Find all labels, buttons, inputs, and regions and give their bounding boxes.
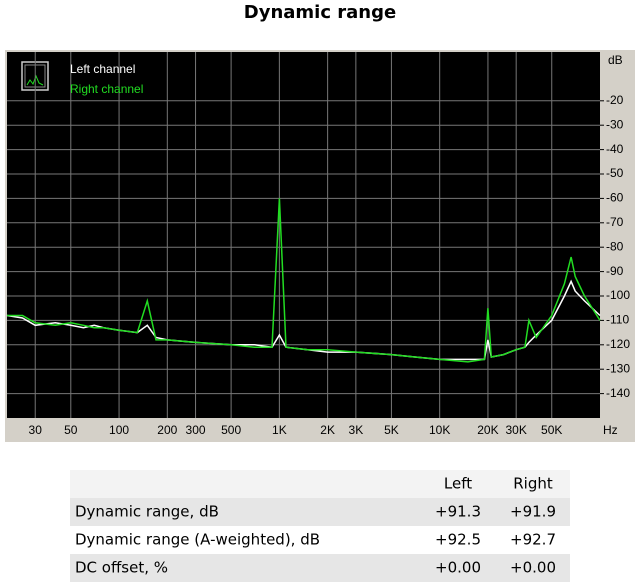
table-row — [70, 554, 570, 582]
table-row-label: Dynamic range (A-weighted), dB — [75, 531, 320, 549]
table-cell: +91.3 — [435, 503, 481, 521]
x-tick-label: 50K — [541, 423, 562, 437]
table-header-row — [70, 470, 570, 498]
table-row — [70, 526, 570, 554]
x-tick-label: 200 — [157, 423, 177, 437]
table-row-label: DC offset, % — [75, 559, 168, 577]
table-cell: +91.9 — [510, 503, 556, 521]
series-line — [6, 279, 601, 361]
y-tick-label: -130 — [606, 361, 630, 375]
y-tick-label: -60 — [606, 191, 624, 205]
x-tick-label: 5K — [384, 423, 399, 437]
plot-area — [7, 52, 600, 418]
y-tick-label: -30 — [606, 117, 624, 131]
series-line — [7, 198, 601, 363]
y-tick-label: -140 — [606, 386, 630, 400]
x-tick-label: 30K — [505, 423, 526, 437]
table-row — [70, 498, 570, 526]
x-tick-label: 50 — [64, 423, 78, 437]
x-unit: Hz — [603, 423, 618, 437]
y-tick-label: -50 — [606, 166, 624, 180]
legend-label: Left channel — [70, 62, 135, 76]
table-cell: +92.5 — [435, 531, 481, 549]
legend-label: Right channel — [70, 82, 143, 96]
table-cell: +0.00 — [510, 559, 556, 577]
x-tick-label: 30 — [29, 423, 43, 437]
table-cell: +0.00 — [435, 559, 481, 577]
x-tick-label: 3K — [349, 423, 364, 437]
x-tick-label: 100 — [109, 423, 129, 437]
x-tick-label: 300 — [186, 423, 206, 437]
y-tick-label: -120 — [606, 337, 630, 351]
y-tick-label: -80 — [606, 239, 624, 253]
table-row-label: Dynamic range, dB — [75, 503, 219, 521]
y-tick-label: -100 — [606, 288, 630, 302]
table-header: Left — [444, 475, 472, 493]
table-header: Right — [513, 475, 553, 493]
table-cell: +92.7 — [510, 531, 556, 549]
chart-title: Dynamic range — [244, 2, 396, 23]
y-tick-label: -70 — [606, 215, 624, 229]
x-tick-label: 500 — [221, 423, 241, 437]
y-tick-label: -90 — [606, 264, 624, 278]
y-unit: dB — [608, 53, 623, 67]
x-tick-label: 2K — [320, 423, 335, 437]
x-tick-label: 10K — [429, 423, 450, 437]
y-tick-label: -40 — [606, 142, 624, 156]
x-tick-label: 1K — [272, 423, 287, 437]
y-tick-label: -20 — [606, 93, 624, 107]
x-tick-label: 20K — [477, 423, 498, 437]
y-tick-label: -110 — [606, 313, 629, 327]
